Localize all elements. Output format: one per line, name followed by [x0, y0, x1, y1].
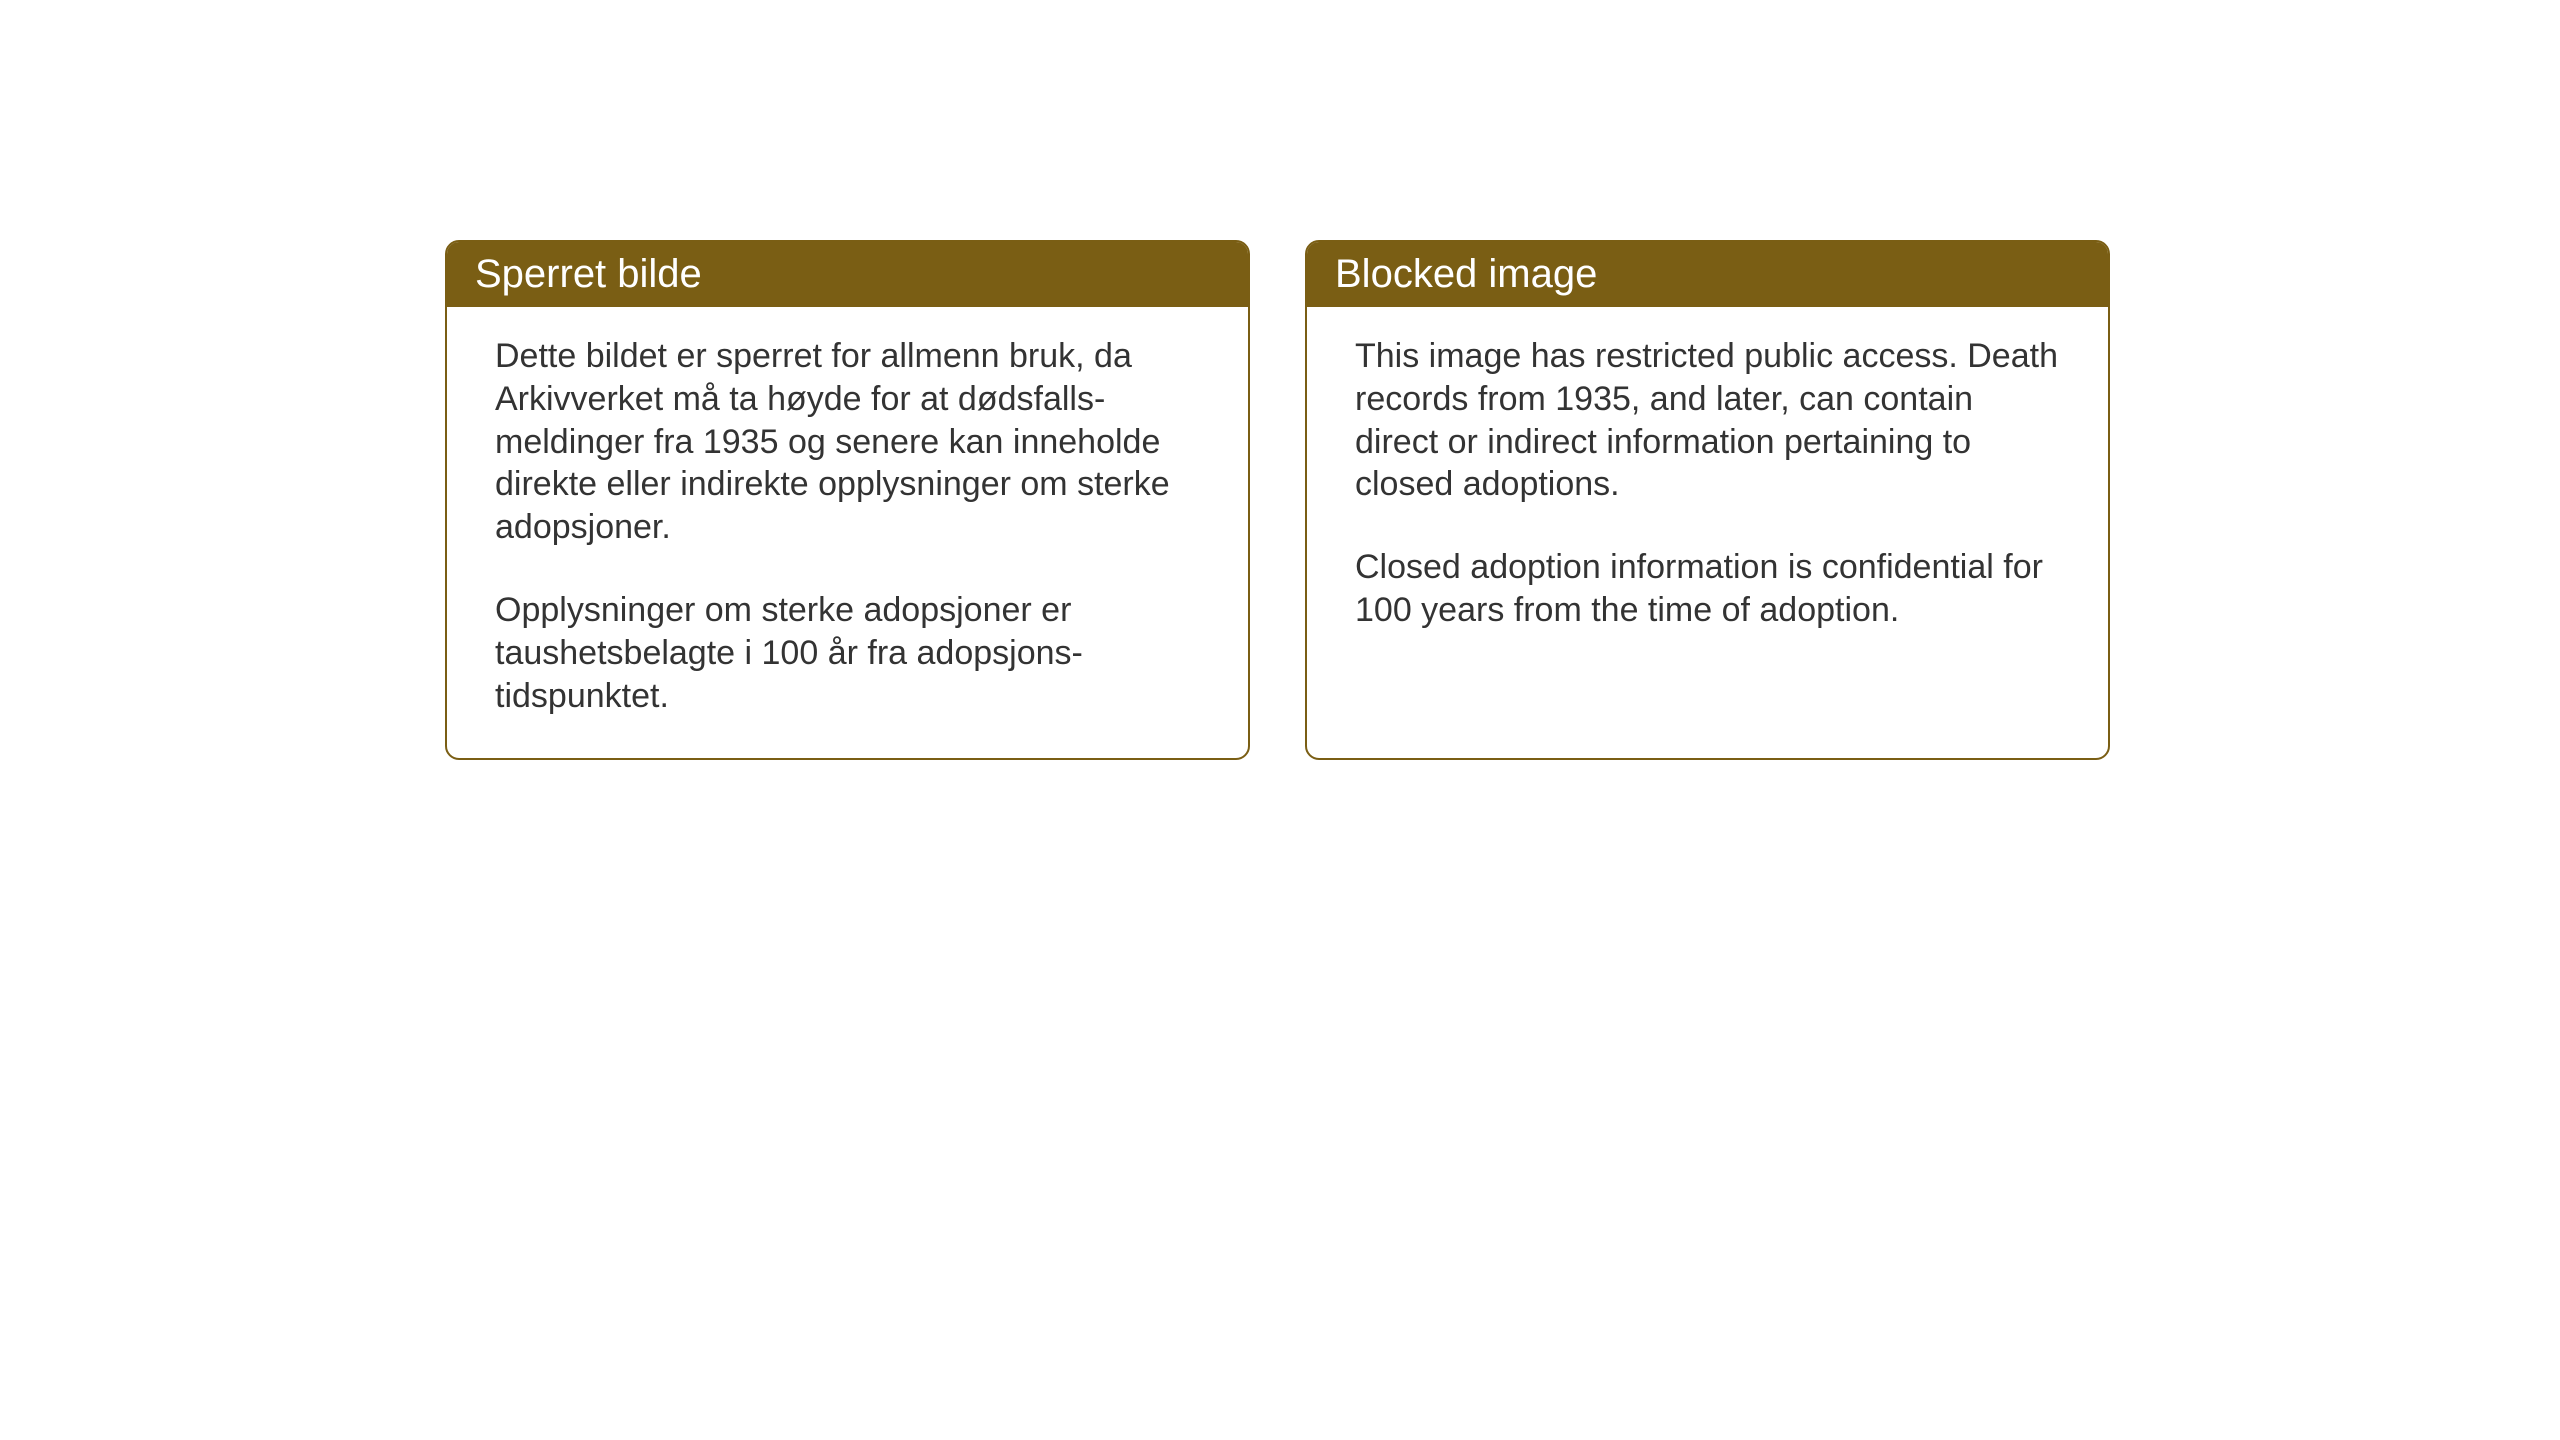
notice-paragraph-2-norwegian: Opplysninger om sterke adopsjoner er tau…	[495, 589, 1200, 717]
notice-container: Sperret bilde Dette bildet er sperret fo…	[445, 240, 2110, 760]
notice-body-english: This image has restricted public access.…	[1307, 307, 2108, 672]
notice-title-english: Blocked image	[1335, 252, 1597, 296]
notice-box-norwegian: Sperret bilde Dette bildet er sperret fo…	[445, 240, 1250, 760]
notice-paragraph-1-norwegian: Dette bildet er sperret for allmenn bruk…	[495, 335, 1200, 549]
notice-title-norwegian: Sperret bilde	[475, 252, 702, 296]
notice-header-norwegian: Sperret bilde	[447, 242, 1248, 307]
notice-paragraph-2-english: Closed adoption information is confident…	[1355, 546, 2060, 632]
notice-paragraph-1-english: This image has restricted public access.…	[1355, 335, 2060, 506]
notice-box-english: Blocked image This image has restricted …	[1305, 240, 2110, 760]
notice-header-english: Blocked image	[1307, 242, 2108, 307]
notice-body-norwegian: Dette bildet er sperret for allmenn bruk…	[447, 307, 1248, 758]
